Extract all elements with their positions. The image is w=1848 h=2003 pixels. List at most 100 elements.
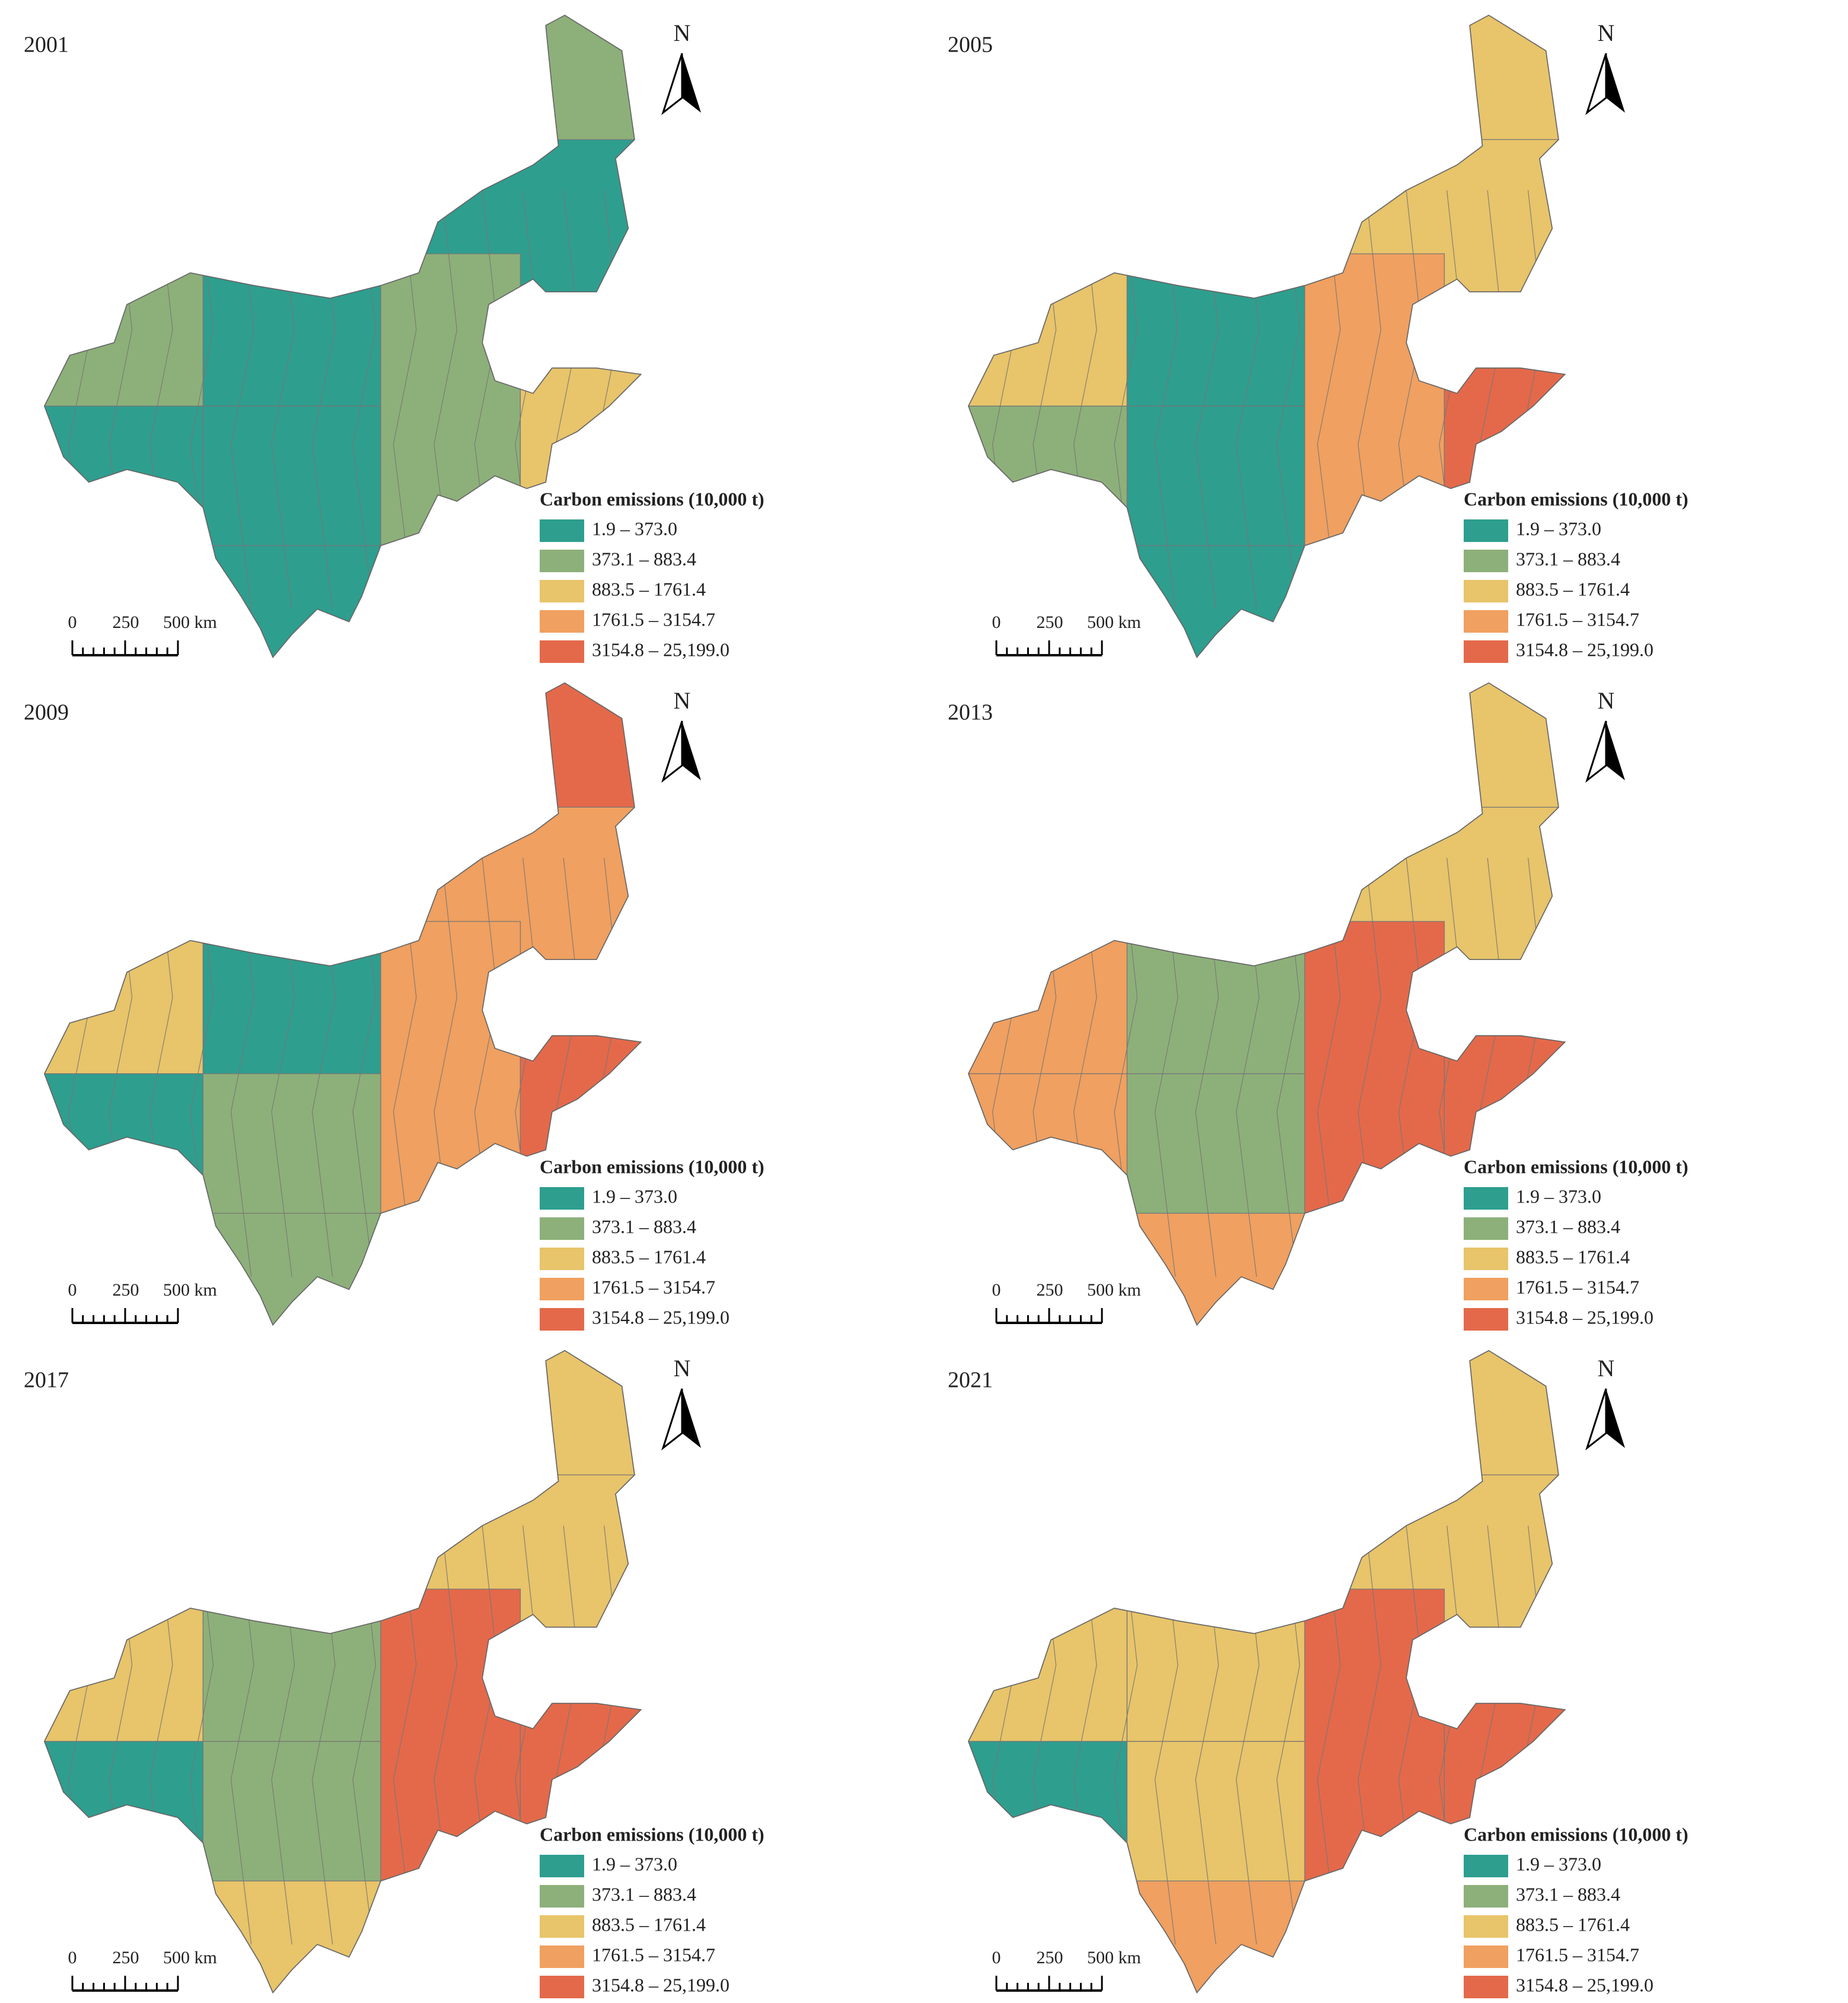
legend-label: 1.9 – 373.0 — [1516, 1853, 1601, 1874]
legend-label: 3154.8 – 25,199.0 — [1516, 639, 1653, 660]
region — [44, 406, 204, 534]
legend-swatch — [1464, 1278, 1508, 1300]
north-label: N — [1598, 20, 1615, 46]
scale-label: 500 km — [1087, 1948, 1141, 1967]
panel-year: 2005 — [948, 33, 993, 58]
legend-label: 883.5 – 1761.4 — [1516, 1246, 1630, 1267]
north-label: N — [674, 1355, 691, 1382]
legend-swatch — [540, 1187, 584, 1210]
scale-label: 500 km — [163, 1280, 217, 1300]
region — [44, 1073, 204, 1201]
scale-label: 250 — [1037, 613, 1063, 632]
legend-label: 373.1 – 883.4 — [1516, 1883, 1620, 1905]
north-arrow-right — [682, 53, 701, 113]
map-outline — [43, 14, 642, 659]
legend-swatch — [540, 550, 584, 572]
legend-swatch — [540, 1976, 584, 1998]
region — [1304, 921, 1445, 1214]
legend-title: Carbon emissions (10,000 t) — [540, 488, 764, 509]
north-label: N — [1598, 1355, 1615, 1382]
region — [968, 921, 1128, 1074]
legend-swatch — [1464, 1308, 1508, 1331]
legend-swatch — [1464, 640, 1508, 663]
legend-swatch — [1464, 1217, 1508, 1240]
region — [520, 1639, 641, 1843]
legend-label: 3154.8 – 25,199.0 — [592, 639, 729, 660]
legend-swatch — [1464, 1976, 1508, 1998]
map-panel: 2001 N Carbon emissions (10,000 t) 1.9 – 37… — [24, 14, 764, 663]
region — [1304, 1589, 1445, 1881]
legend-label: 883.5 – 1761.4 — [1516, 578, 1630, 599]
legend-label: 1761.5 – 3154.7 — [1516, 608, 1639, 630]
legend-label: 1.9 – 373.0 — [1516, 518, 1601, 539]
legend-swatch — [540, 1945, 584, 1968]
region — [1444, 1639, 1565, 1843]
north-label: N — [674, 687, 691, 714]
legend-label: 3154.8 – 25,199.0 — [592, 1974, 729, 1995]
legend-swatch — [540, 1915, 584, 1938]
region — [380, 921, 521, 1214]
legend-label: 1761.5 – 3154.7 — [1516, 1944, 1639, 1965]
scale-label: 0 — [992, 1280, 1001, 1300]
region — [520, 971, 641, 1176]
legend-swatch — [540, 640, 584, 663]
region — [202, 1589, 381, 1742]
legend-label: 1.9 – 373.0 — [592, 1185, 677, 1207]
scale-label: 500 km — [1087, 613, 1141, 632]
region — [44, 921, 204, 1074]
legend-label: 1761.5 – 3154.7 — [592, 1944, 715, 1965]
legend-label: 373.1 – 883.4 — [592, 1883, 696, 1905]
region — [380, 1589, 521, 1881]
scale-label: 250 — [113, 1948, 139, 1967]
scale-label: 500 km — [163, 1948, 217, 1967]
legend-swatch — [1464, 1855, 1508, 1877]
legend-label: 883.5 – 1761.4 — [1516, 1913, 1630, 1935]
legend-swatch — [1464, 1187, 1508, 1210]
region — [1126, 253, 1305, 407]
legend-swatch — [540, 1248, 584, 1270]
legend-label: 373.1 – 883.4 — [1516, 1216, 1620, 1237]
legend-label: 1761.5 – 3154.7 — [1516, 1276, 1639, 1297]
legend-label: 373.1 – 883.4 — [592, 548, 696, 569]
legend-swatch — [1464, 580, 1508, 602]
map-outline — [43, 1350, 642, 1994]
region — [44, 1589, 204, 1742]
north-arrow-left — [1585, 720, 1607, 783]
panel-year: 2009 — [24, 700, 69, 725]
north-arrow-left — [661, 1388, 683, 1451]
legend-swatch — [1464, 550, 1508, 572]
legend-title: Carbon emissions (10,000 t) — [1464, 1156, 1688, 1177]
panel-year: 2013 — [948, 700, 993, 725]
map-outline — [967, 14, 1566, 659]
scale-label: 0 — [68, 1948, 77, 1967]
north-arrow-right — [1606, 53, 1625, 113]
region — [968, 1073, 1128, 1201]
scale-label: 0 — [68, 1280, 77, 1300]
north-label: N — [674, 20, 691, 46]
region — [202, 921, 381, 1074]
legend-label: 883.5 – 1761.4 — [592, 1913, 706, 1935]
north-arrow-left — [661, 720, 683, 783]
legend-swatch — [540, 580, 584, 602]
map-outline — [43, 682, 642, 1326]
region — [202, 253, 381, 407]
legend-label: 3154.8 – 25,199.0 — [1516, 1306, 1653, 1328]
scale-label: 500 km — [163, 613, 217, 632]
panel-year: 2001 — [24, 33, 69, 58]
map-panel: 2009 N Carbon emissions (10,000 t) 1.9 – 37… — [24, 682, 764, 1331]
legend-label: 1761.5 – 3154.7 — [592, 608, 715, 630]
legend-swatch — [540, 519, 584, 542]
legend-label: 1.9 – 373.0 — [592, 1853, 677, 1874]
legend-title: Carbon emissions (10,000 t) — [540, 1156, 764, 1177]
region — [1126, 1589, 1305, 1742]
map-panel: 2021 N Carbon emissions (10,000 t) 1.9 – 37… — [948, 1350, 1688, 1998]
region — [1444, 971, 1565, 1176]
region — [520, 304, 641, 508]
scale-label: 250 — [113, 1280, 139, 1300]
legend-swatch — [1464, 519, 1508, 542]
legend-swatch — [1464, 610, 1508, 633]
region — [968, 253, 1128, 407]
legend-label: 1761.5 – 3154.7 — [592, 1276, 715, 1297]
legend-title: Carbon emissions (10,000 t) — [1464, 488, 1688, 509]
